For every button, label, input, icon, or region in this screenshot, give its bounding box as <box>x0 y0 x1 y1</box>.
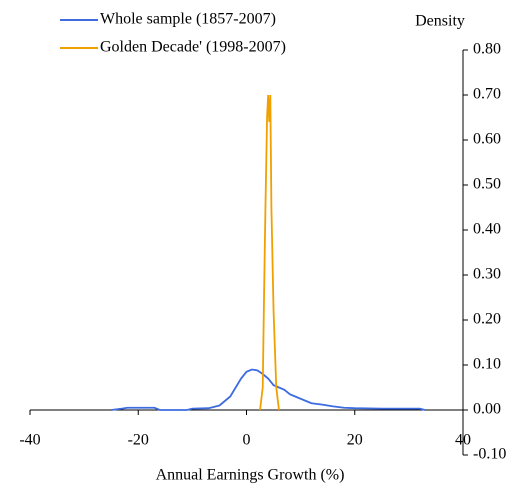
x-tick-label: 20 <box>347 432 363 449</box>
y-tick-label: 0.20 <box>473 311 501 328</box>
x-axis-title: Annual Earnings Growth (%) <box>156 467 345 484</box>
data-line <box>111 368 426 411</box>
y-tick-label: 0.60 <box>473 131 501 148</box>
y-tick-label: 0.40 <box>473 221 501 238</box>
x-tick-label: 40 <box>455 432 471 449</box>
y-tick-label: 0.80 <box>473 41 501 58</box>
x-tick-label: -20 <box>128 432 149 449</box>
x-tick-label: 0 <box>243 432 251 449</box>
y-tick-label: 0.70 <box>473 86 501 103</box>
data-line <box>259 94 280 411</box>
y-tick-label: -0.10 <box>473 446 506 463</box>
legend-label: Whole sample (1857-2007) <box>100 11 276 28</box>
y-tick-label: 0.50 <box>473 176 501 193</box>
y-tick-label: 0.00 <box>473 401 501 418</box>
y-tick-label: 0.10 <box>473 356 501 373</box>
y-tick-label: 0.30 <box>473 266 501 283</box>
y-axis-title: Density <box>415 13 465 30</box>
x-tick-label: -40 <box>19 432 40 449</box>
legend-label: Golden Decade' (1998-2007) <box>100 39 286 56</box>
